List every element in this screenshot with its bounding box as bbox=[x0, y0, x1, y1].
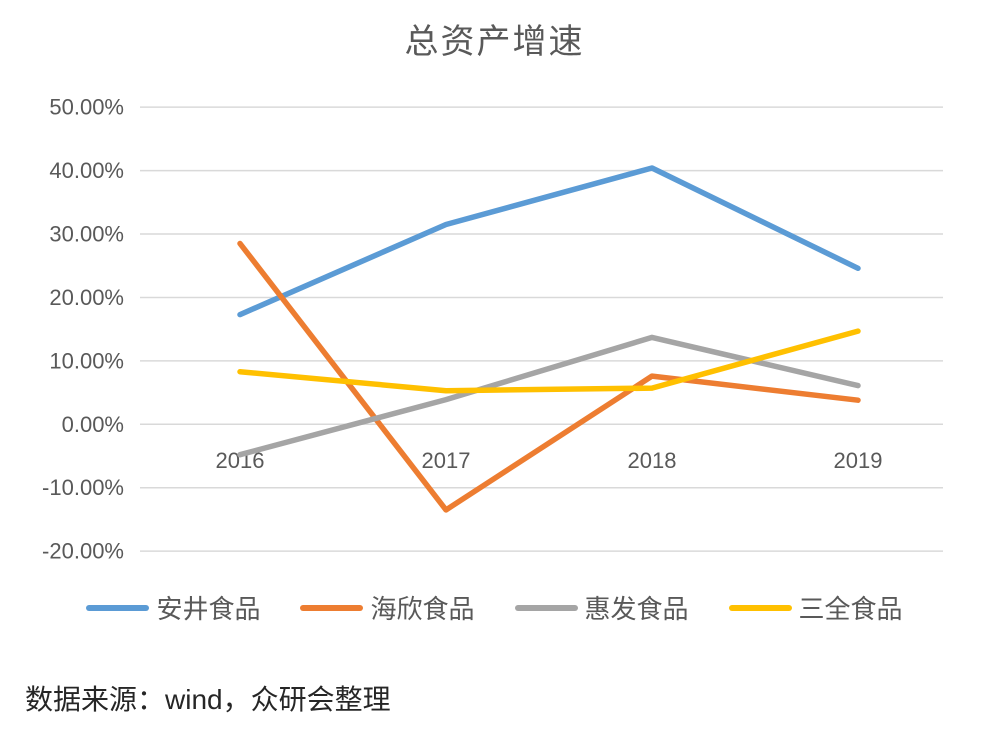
legend-item-3: 三全食品 bbox=[728, 589, 903, 626]
chart-legend: 安井食品 海欣食品 惠发食品 三全食品 bbox=[0, 589, 989, 626]
chart-title: 总资产增速 bbox=[404, 23, 585, 61]
legend-line-swatch bbox=[300, 604, 364, 611]
y-tick-label: 20.00% bbox=[49, 285, 124, 310]
legend-item-0: 安井食品 bbox=[86, 589, 260, 626]
y-tick-label: 30.00% bbox=[49, 222, 124, 247]
series-line-0 bbox=[237, 165, 861, 318]
legend-line-swatch bbox=[728, 604, 792, 611]
y-tick-label: 50.00% bbox=[49, 95, 124, 120]
series-line-1 bbox=[237, 240, 861, 513]
legend-line-swatch bbox=[86, 604, 150, 611]
y-tick-label: 40.00% bbox=[49, 158, 124, 183]
legend-label: 海欣食品 bbox=[370, 594, 475, 624]
x-tick-label: 2017 bbox=[422, 448, 471, 473]
legend-label: 安井食品 bbox=[156, 594, 261, 624]
y-tick-label: -20.00% bbox=[42, 539, 124, 564]
y-tick-label: -10.00% bbox=[42, 475, 124, 500]
x-tick-label: 2019 bbox=[834, 448, 883, 473]
legend-item-2: 惠发食品 bbox=[514, 589, 689, 626]
legend-line-swatch bbox=[514, 604, 578, 611]
y-tick-label: 10.00% bbox=[49, 348, 124, 373]
x-tick-label: 2018 bbox=[628, 448, 677, 473]
source-note: 数据来源：wind，众研会整理 bbox=[25, 684, 391, 715]
legend-label: 惠发食品 bbox=[584, 594, 689, 624]
series-line-3 bbox=[237, 328, 861, 394]
legend-item-1: 海欣食品 bbox=[300, 589, 475, 626]
legend-label: 三全食品 bbox=[798, 594, 903, 624]
y-tick-label: 0.00% bbox=[62, 412, 124, 437]
